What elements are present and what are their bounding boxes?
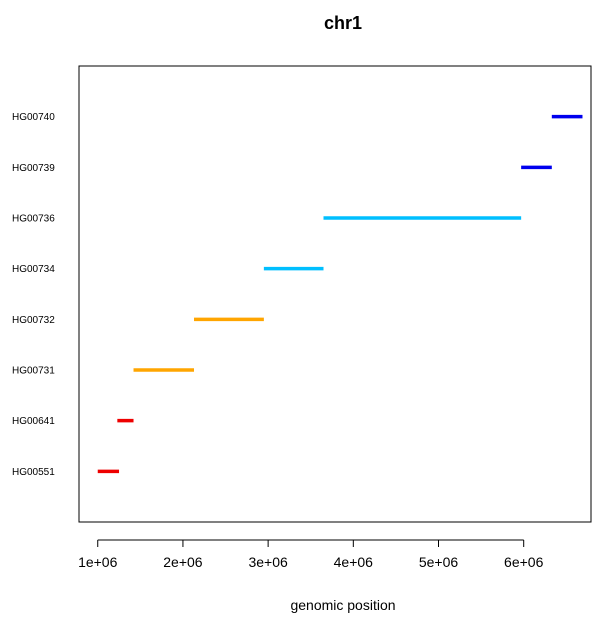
- x-tick-label: 1e+06: [78, 554, 118, 570]
- chart-title: chr1: [324, 13, 362, 33]
- x-tick-label: 3e+06: [248, 554, 288, 570]
- y-category-label: HG00734: [12, 264, 55, 275]
- x-axis: 1e+06 2e+06 3e+06 4e+06 5e+06 6e+06: [78, 539, 544, 570]
- y-category-label: HG00641: [12, 416, 55, 427]
- y-category-label: HG00740: [12, 112, 55, 123]
- y-category-label: HG00739: [12, 163, 55, 174]
- y-category-label: HG00551: [12, 467, 55, 478]
- y-axis-labels: HG00551 HG00641 HG00731 HG00732 HG00734 HG007…: [12, 112, 55, 478]
- y-category-label: HG00731: [12, 366, 55, 377]
- segments: [97, 114, 583, 474]
- plot-frame: [78, 65, 592, 523]
- x-tick-label: 4e+06: [334, 554, 374, 570]
- y-category-label: HG00736: [12, 214, 55, 225]
- y-category-label: HG00732: [12, 315, 55, 326]
- x-axis-label: genomic position: [290, 597, 395, 613]
- x-tick-label: 2e+06: [163, 554, 203, 570]
- x-tick-label: 5e+06: [419, 554, 459, 570]
- x-tick-label: 6e+06: [504, 554, 544, 570]
